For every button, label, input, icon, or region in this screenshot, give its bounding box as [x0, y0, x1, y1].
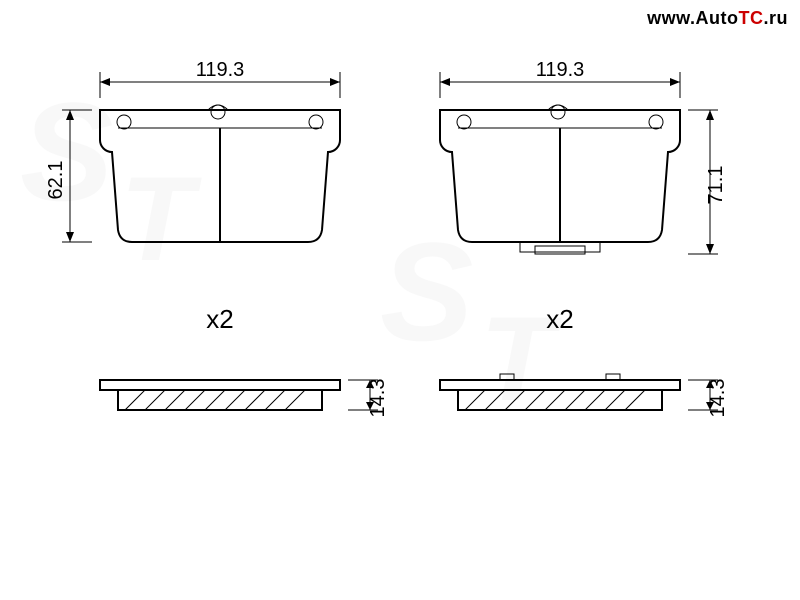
right-thickness-label: 14.3 [707, 379, 729, 418]
left-height-label: 62.1 [45, 161, 67, 200]
left-thickness-label: 14.3 [367, 379, 389, 418]
technical-drawing: 119.3 62.1 x2 119.3 [40, 60, 760, 560]
right-width-label: 119.3 [536, 60, 585, 81]
right-height-label: 71.1 [705, 166, 727, 205]
url-prefix: www [647, 8, 690, 28]
left-width-label: 119.3 [196, 60, 245, 81]
url-accent: TC [738, 8, 763, 28]
url-mid: Auto [696, 8, 739, 28]
left-pad-front: 119.3 62.1 [45, 60, 340, 242]
right-qty-label: x2 [546, 304, 573, 334]
source-url: www.AutoTC.ru [647, 8, 788, 29]
right-pad-front: 119.3 71.1 [440, 60, 727, 254]
url-suffix: ru [769, 8, 788, 28]
right-pad-side: 14.3 [440, 374, 729, 417]
left-qty-label: x2 [206, 304, 233, 334]
left-pad-side: 14.3 [100, 379, 389, 418]
